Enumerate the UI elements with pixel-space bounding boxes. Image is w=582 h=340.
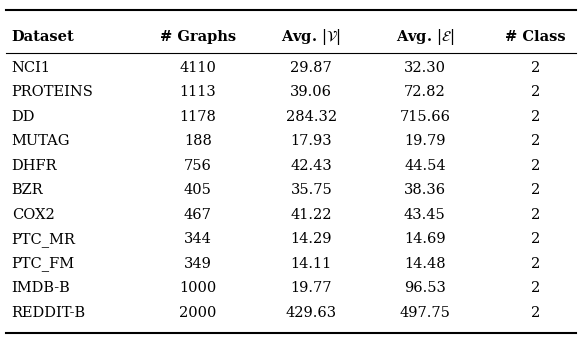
Text: BZR: BZR — [12, 183, 43, 198]
Text: 39.06: 39.06 — [290, 85, 332, 100]
Text: PTC_MR: PTC_MR — [12, 232, 76, 247]
Text: 4110: 4110 — [179, 61, 217, 75]
Text: 756: 756 — [184, 159, 212, 173]
Text: 14.69: 14.69 — [404, 232, 446, 246]
Text: 17.93: 17.93 — [290, 134, 332, 149]
Text: 42.43: 42.43 — [290, 159, 332, 173]
Text: # Graphs: # Graphs — [160, 30, 236, 45]
Text: 405: 405 — [184, 183, 212, 198]
Text: 344: 344 — [184, 232, 212, 246]
Text: DD: DD — [12, 110, 35, 124]
Text: DHFR: DHFR — [12, 159, 57, 173]
Text: 188: 188 — [184, 134, 212, 149]
Text: PROTEINS: PROTEINS — [12, 85, 94, 100]
Text: 2: 2 — [531, 110, 540, 124]
Text: 14.11: 14.11 — [291, 257, 332, 271]
Text: 38.36: 38.36 — [404, 183, 446, 198]
Text: 32.30: 32.30 — [404, 61, 446, 75]
Text: 41.22: 41.22 — [290, 208, 332, 222]
Text: 349: 349 — [184, 257, 212, 271]
Text: Dataset: Dataset — [12, 30, 74, 45]
Text: 2: 2 — [531, 159, 540, 173]
Text: 1178: 1178 — [179, 110, 217, 124]
Text: 19.79: 19.79 — [404, 134, 446, 149]
Text: PTC_FM: PTC_FM — [12, 256, 74, 271]
Text: 19.77: 19.77 — [290, 281, 332, 295]
Text: 429.63: 429.63 — [286, 306, 337, 320]
Text: Avg. $|\mathcal{E}|$: Avg. $|\mathcal{E}|$ — [396, 28, 454, 47]
Text: 284.32: 284.32 — [286, 110, 337, 124]
Text: 96.53: 96.53 — [404, 281, 446, 295]
Text: 2: 2 — [531, 281, 540, 295]
Text: 2: 2 — [531, 257, 540, 271]
Text: 2000: 2000 — [179, 306, 217, 320]
Text: 2: 2 — [531, 232, 540, 246]
Text: 2: 2 — [531, 208, 540, 222]
Text: 29.87: 29.87 — [290, 61, 332, 75]
Text: 2: 2 — [531, 85, 540, 100]
Text: MUTAG: MUTAG — [12, 134, 70, 149]
Text: REDDIT-B: REDDIT-B — [12, 306, 86, 320]
Text: 2: 2 — [531, 61, 540, 75]
Text: 43.45: 43.45 — [404, 208, 446, 222]
Text: 72.82: 72.82 — [404, 85, 446, 100]
Text: 2: 2 — [531, 134, 540, 149]
Text: NCI1: NCI1 — [12, 61, 51, 75]
Text: Avg. $|\mathcal{V}|$: Avg. $|\mathcal{V}|$ — [282, 28, 341, 47]
Text: 1113: 1113 — [179, 85, 217, 100]
Text: 715.66: 715.66 — [399, 110, 450, 124]
Text: 2: 2 — [531, 183, 540, 198]
Text: COX2: COX2 — [12, 208, 54, 222]
Text: 467: 467 — [184, 208, 212, 222]
Text: 35.75: 35.75 — [290, 183, 332, 198]
Text: IMDB-B: IMDB-B — [12, 281, 70, 295]
Text: 497.75: 497.75 — [399, 306, 450, 320]
Text: # Class: # Class — [505, 30, 566, 45]
Text: 44.54: 44.54 — [404, 159, 446, 173]
Text: 14.29: 14.29 — [290, 232, 332, 246]
Text: 14.48: 14.48 — [404, 257, 446, 271]
Text: 2: 2 — [531, 306, 540, 320]
Text: 1000: 1000 — [179, 281, 217, 295]
